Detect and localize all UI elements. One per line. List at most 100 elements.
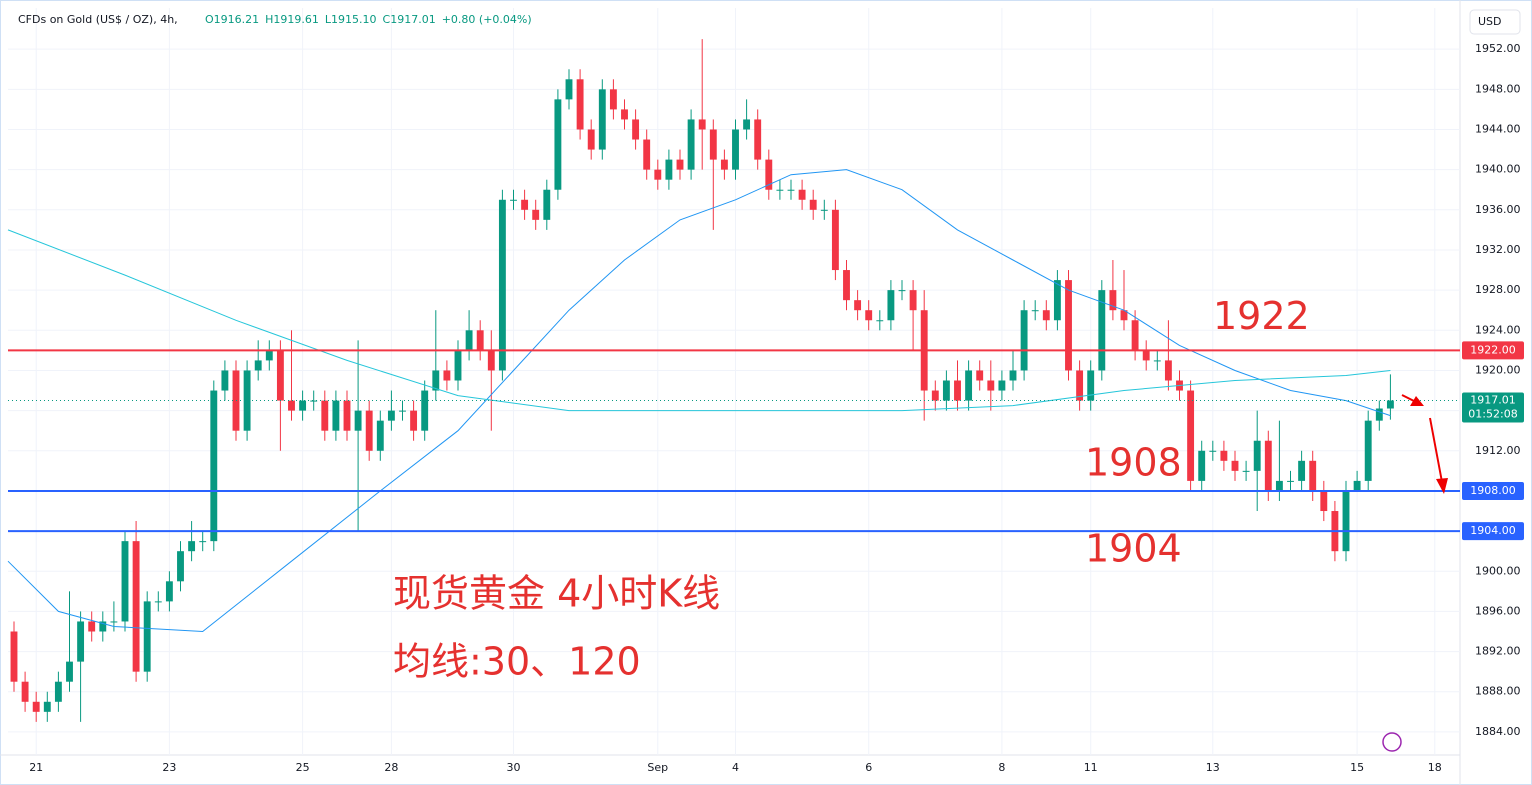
candle-body (898, 290, 906, 292)
candle-body (1198, 450, 1206, 481)
x-tick-label: 6 (865, 761, 872, 774)
candle-body (521, 199, 529, 210)
candle-body (1031, 310, 1039, 312)
last-price-tag (1462, 392, 1524, 423)
candle-body (1342, 490, 1350, 552)
x-tick-label: 15 (1350, 761, 1364, 774)
candle-body (1320, 490, 1328, 512)
y-tick-label: 1952.00 (1475, 42, 1521, 55)
y-tick-label: 1928.00 (1475, 283, 1521, 296)
level-tag-label: 1908.00 (1470, 484, 1516, 497)
candle-body (1187, 390, 1195, 481)
candle-body (654, 169, 662, 180)
y-tick-label: 1884.00 (1475, 725, 1521, 738)
candle-body (387, 410, 395, 421)
candle-body (32, 701, 40, 712)
candle-body (66, 661, 73, 682)
level-tag-label: 1904.00 (1470, 524, 1516, 537)
x-tick-label: 23 (162, 761, 176, 774)
candle-body (931, 390, 939, 401)
header-value: +0.80 (+0.04%) (442, 13, 532, 26)
ma-line (7, 229, 1391, 412)
candle-body (720, 159, 728, 170)
candle-body (1042, 310, 1050, 321)
candle-body (43, 701, 51, 712)
candle-body (965, 370, 973, 401)
header-value: H1919.61 (265, 13, 319, 26)
candle-body (820, 209, 828, 211)
candle-body (99, 621, 107, 632)
candle-body (865, 310, 873, 321)
candle-body (1009, 370, 1017, 381)
candle-body (909, 290, 917, 311)
candle-body (232, 370, 240, 431)
level-annotation: 1922 (1213, 294, 1310, 338)
candle-body (598, 89, 606, 150)
candle-body (310, 400, 318, 402)
candle-body (1375, 408, 1383, 421)
level-tag (1462, 522, 1524, 541)
candle-body (1053, 280, 1061, 321)
x-tick-label: Sep (647, 761, 668, 774)
candle-body (1231, 460, 1239, 471)
candle-body (121, 541, 129, 622)
x-tick-label: 21 (29, 761, 43, 774)
candle-body (831, 209, 839, 271)
candle-body (510, 199, 517, 201)
candle-body (1364, 420, 1372, 481)
candle-body (843, 270, 850, 301)
currency-button[interactable] (1469, 9, 1521, 35)
candle-body (1076, 370, 1084, 401)
candle-body (332, 400, 340, 431)
y-tick-label: 1892.00 (1475, 645, 1521, 658)
x-tick-label: 13 (1206, 761, 1220, 774)
candle-body (54, 681, 62, 702)
candle-body (765, 159, 773, 190)
candle-body (1353, 480, 1361, 491)
logo[interactable] (1382, 732, 1402, 752)
candle-body (554, 99, 562, 190)
candle-body (10, 631, 18, 682)
candle-body (1109, 290, 1117, 311)
candle-body (632, 119, 640, 140)
y-tick-label: 1944.00 (1475, 122, 1521, 135)
candle-body (776, 189, 784, 191)
candle-body (665, 159, 673, 180)
level-annotation: 1908 (1085, 440, 1182, 484)
candle-body (365, 410, 373, 451)
candle-body (609, 89, 617, 110)
candle-body (798, 189, 806, 200)
y-tick-label: 1936.00 (1475, 203, 1521, 216)
candle-body (199, 541, 207, 543)
candle-body (787, 189, 795, 191)
candle-body (243, 370, 251, 431)
candle-body (1386, 400, 1394, 409)
countdown: 01:52:08 (1468, 407, 1517, 420)
header-value: L1915.10 (325, 13, 377, 26)
level-tag (1462, 341, 1524, 360)
candle-body (465, 330, 473, 351)
y-tick-label: 1924.00 (1475, 323, 1521, 336)
candle-body (643, 139, 651, 170)
candle-body (443, 370, 451, 381)
candle-body (476, 330, 484, 351)
chart-title: CFDs on Gold (US$ / OZ), 4h, (18, 13, 178, 26)
header-value: C1917.01 (383, 13, 436, 26)
candle-body (1298, 460, 1306, 481)
candle-body (1220, 450, 1228, 461)
level-tag (1462, 481, 1524, 500)
candle-body (188, 541, 196, 552)
candle-body (288, 400, 295, 411)
y-tick-label: 1896.00 (1475, 604, 1521, 617)
currency[interactable]: USD (1478, 15, 1502, 28)
candle-body (343, 400, 351, 431)
candle-body (432, 370, 440, 391)
x-tick-label: 4 (732, 761, 739, 774)
candle-body (498, 199, 506, 371)
candle-body (709, 129, 717, 160)
candle-body (410, 410, 418, 431)
candle-body (743, 119, 751, 130)
candle-body (976, 370, 984, 381)
header-value: O1916.21 (205, 13, 259, 26)
